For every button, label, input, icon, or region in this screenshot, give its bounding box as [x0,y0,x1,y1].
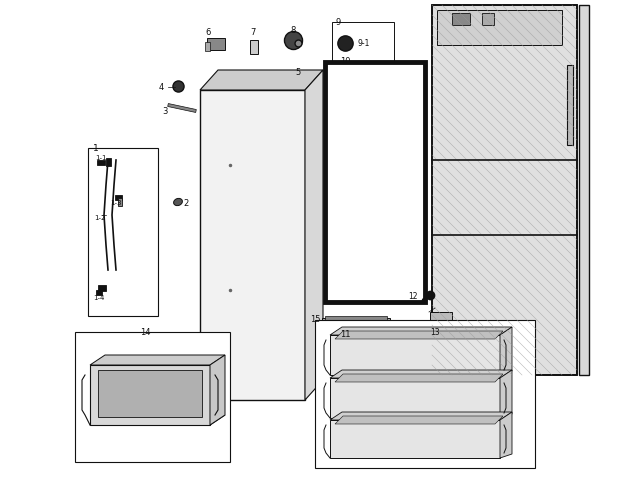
Text: 1-2: 1-2 [94,215,106,221]
Bar [118,198,122,206]
Polygon shape [200,70,323,90]
Text: 1-3: 1-3 [110,200,122,206]
Polygon shape [500,327,512,375]
Text: 15: 15 [310,315,321,324]
Polygon shape [500,370,512,418]
Bar [579,5,589,375]
Text: 1: 1 [93,144,99,153]
Bar [432,5,577,375]
Polygon shape [500,412,512,458]
Text: 2: 2 [183,199,188,208]
Bar [325,316,387,320]
Polygon shape [335,416,503,424]
Bar [96,290,102,295]
Polygon shape [98,370,202,417]
Polygon shape [90,415,225,425]
Text: 7: 7 [250,28,255,37]
Polygon shape [305,70,323,400]
Bar [432,5,577,375]
Polygon shape [90,365,210,425]
Text: 1-1: 1-1 [95,155,106,161]
Text: 5: 5 [295,68,300,77]
Text: 3: 3 [162,107,168,116]
Bar [106,158,111,166]
Polygon shape [330,335,500,375]
FancyArrow shape [168,104,196,112]
Text: 12: 12 [408,292,417,301]
Text: 14: 14 [140,328,150,337]
Bar [452,13,470,25]
Polygon shape [330,412,512,420]
Bar [98,285,106,291]
Bar [88,148,158,316]
Bar [437,10,562,45]
Polygon shape [330,420,500,458]
Text: 8: 8 [290,26,296,35]
Bar [567,65,573,145]
Polygon shape [210,355,225,425]
Text: 4: 4 [159,83,164,92]
Bar [200,90,305,400]
Bar [482,13,494,25]
Polygon shape [330,327,512,335]
Text: 9: 9 [335,18,340,27]
Text: 6: 6 [205,28,211,37]
Polygon shape [335,331,503,339]
Polygon shape [90,355,225,365]
Bar [430,312,452,326]
Ellipse shape [173,198,182,205]
Bar [205,42,210,51]
Bar [115,195,122,200]
Bar [75,332,230,462]
Bar [315,320,535,468]
Text: 9-1: 9-1 [358,39,371,48]
Bar [97,160,105,165]
Polygon shape [335,374,503,382]
Text: 11: 11 [340,330,351,339]
Bar [322,318,390,328]
Text: 1-4: 1-4 [93,295,104,301]
Text: 13: 13 [430,328,440,337]
Bar [250,40,258,54]
Text: 10: 10 [340,57,351,66]
Bar [325,62,425,302]
Polygon shape [330,370,512,378]
Polygon shape [330,378,500,418]
Bar [332,22,394,62]
Bar [207,38,225,50]
